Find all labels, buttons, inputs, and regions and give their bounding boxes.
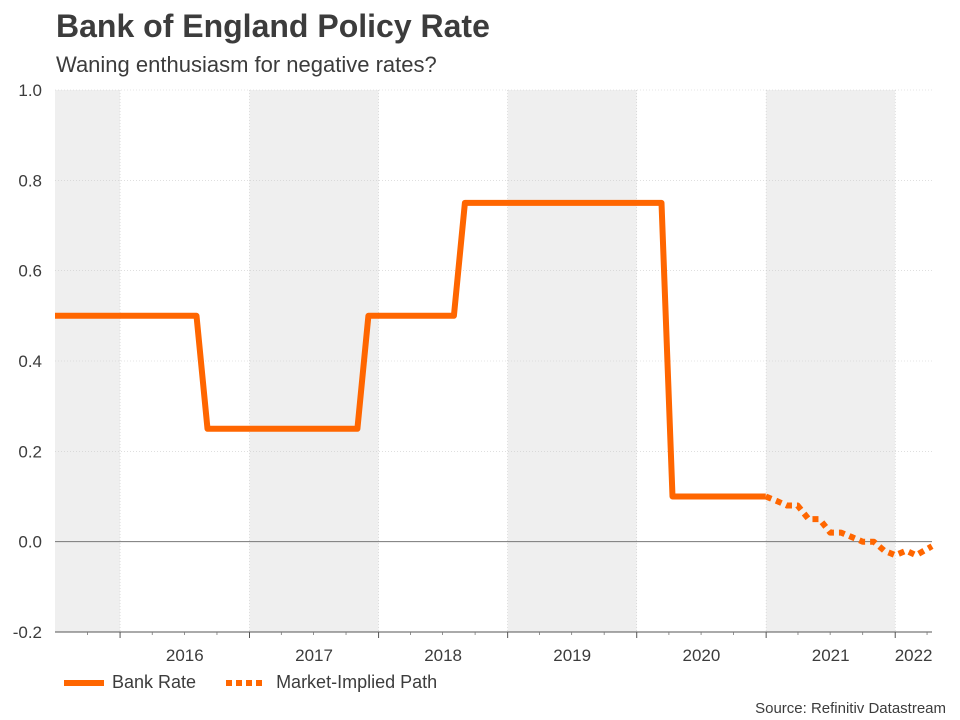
chart-subtitle: Waning enthusiasm for negative rates? <box>56 52 437 77</box>
x-tick-label: 2022 <box>895 646 933 665</box>
x-axis: 2016 2017 2018 2019 2020 2021 2022 <box>55 631 933 665</box>
legend-item-market-path: Market-Implied Path <box>226 672 437 693</box>
legend-label-market-path: Market-Implied Path <box>276 672 438 692</box>
x-tick-label: 2017 <box>295 646 333 665</box>
series-lines <box>55 199 934 559</box>
source-note: Source: Refinitiv Datastream <box>755 700 946 717</box>
year-band <box>766 90 896 632</box>
y-axis-ticks: 1.0 0.8 0.6 0.4 0.2 0.0 -0.2 <box>13 81 42 642</box>
legend-item-bank-rate: Bank Rate <box>64 672 196 693</box>
x-tick-label: 2020 <box>683 646 721 665</box>
vertical-gridlines <box>119 90 896 632</box>
legend-swatch-solid <box>64 679 104 686</box>
year-band <box>507 90 637 632</box>
x-tick-label: 2016 <box>166 646 204 665</box>
x-tick-label: 2021 <box>812 646 850 665</box>
y-tick-label: -0.2 <box>13 623 42 642</box>
y-tick-label: 1.0 <box>18 81 42 100</box>
market-implied-path-line <box>764 493 934 559</box>
y-tick-label: 0.8 <box>18 171 42 190</box>
y-tick-label: 0.2 <box>18 442 42 461</box>
legend-swatch-dotted <box>226 679 267 686</box>
y-tick-label: 0.0 <box>18 533 42 552</box>
x-tick-label: 2018 <box>424 646 462 665</box>
legend: Bank Rate Market-Implied Path <box>64 672 467 693</box>
y-tick-label: 0.6 <box>18 262 42 281</box>
y-tick-label: 0.4 <box>18 352 42 371</box>
x-tick-label: 2019 <box>553 646 591 665</box>
bank-rate-line <box>55 199 766 500</box>
legend-label-bank-rate: Bank Rate <box>112 672 197 692</box>
chart-title: Bank of England Policy Rate <box>56 8 490 44</box>
